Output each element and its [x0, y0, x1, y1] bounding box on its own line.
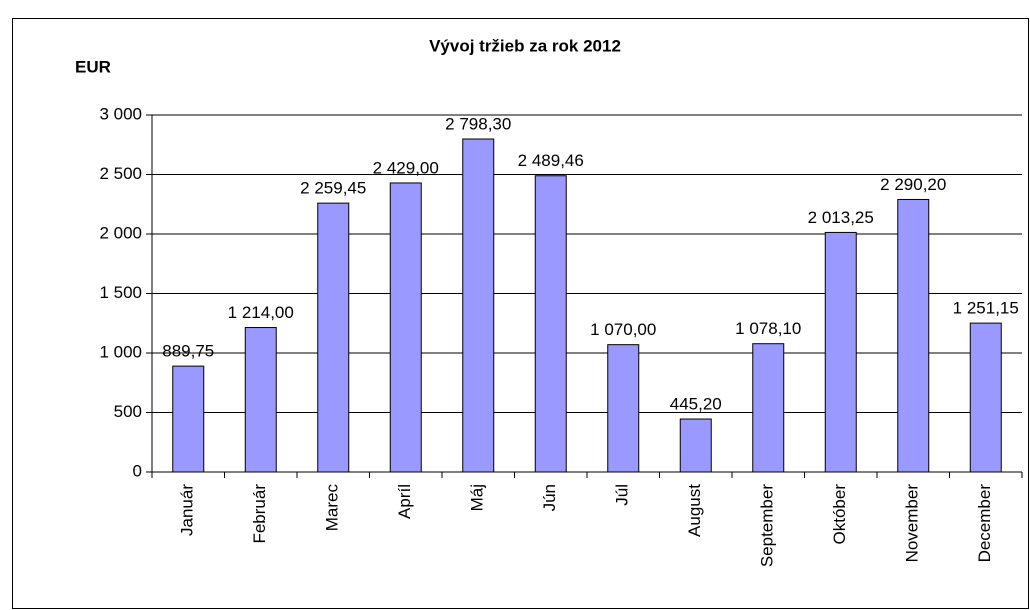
y-axis-label: EUR: [75, 57, 111, 76]
bar: [462, 138, 495, 473]
bar: [172, 365, 205, 473]
x-tick-label: Október: [830, 484, 849, 545]
x-tick-label: September: [758, 484, 777, 567]
x-tick-label: November: [903, 484, 922, 563]
bar: [317, 202, 350, 473]
x-tick-label: Apríl: [395, 484, 414, 519]
data-label: 1 251,15: [953, 299, 1019, 318]
data-label: 889,75: [162, 342, 214, 361]
data-label: 2 429,00: [373, 158, 439, 177]
x-tick-label: Marec: [323, 484, 342, 532]
x-tick-label: Január: [178, 484, 197, 536]
data-label: 2 489,46: [518, 151, 584, 170]
chart-border: [12, 18, 1029, 609]
x-tick-label: Február: [250, 484, 269, 544]
bar: [534, 175, 567, 473]
bar: [969, 322, 1002, 473]
data-label: 2 013,25: [808, 208, 874, 227]
data-label: 1 070,00: [590, 320, 656, 339]
chart-title: Vývoj tržieb za rok 2012: [429, 36, 621, 55]
x-tick-label: August: [685, 484, 704, 537]
y-tick-label: 3 000: [99, 104, 142, 123]
x-tick-label: December: [975, 484, 994, 563]
data-label: 2 798,30: [445, 114, 511, 133]
data-label: 1 214,00: [228, 303, 294, 322]
bar: [607, 344, 640, 473]
bar: [389, 182, 422, 473]
y-tick-label: 2 500: [99, 164, 142, 183]
bar: [824, 231, 857, 473]
y-tick-label: 1 000: [99, 342, 142, 361]
x-tick-label: Máj: [468, 484, 487, 511]
y-tick-label: 1 500: [99, 283, 142, 302]
data-label: 445,20: [670, 395, 722, 414]
y-tick-label: 500: [114, 402, 142, 421]
data-label: 1 078,10: [735, 319, 801, 338]
x-tick-label: Jún: [540, 484, 559, 511]
y-tick-label: 2 000: [99, 223, 142, 242]
data-label: 2 290,20: [880, 175, 946, 194]
bar: [244, 327, 277, 473]
bar: [679, 418, 712, 473]
x-tick-label: Júl: [613, 484, 632, 506]
data-label: 2 259,45: [300, 179, 366, 198]
bar: [752, 343, 785, 473]
bar: [897, 198, 930, 473]
y-tick-label: 0: [133, 461, 142, 480]
